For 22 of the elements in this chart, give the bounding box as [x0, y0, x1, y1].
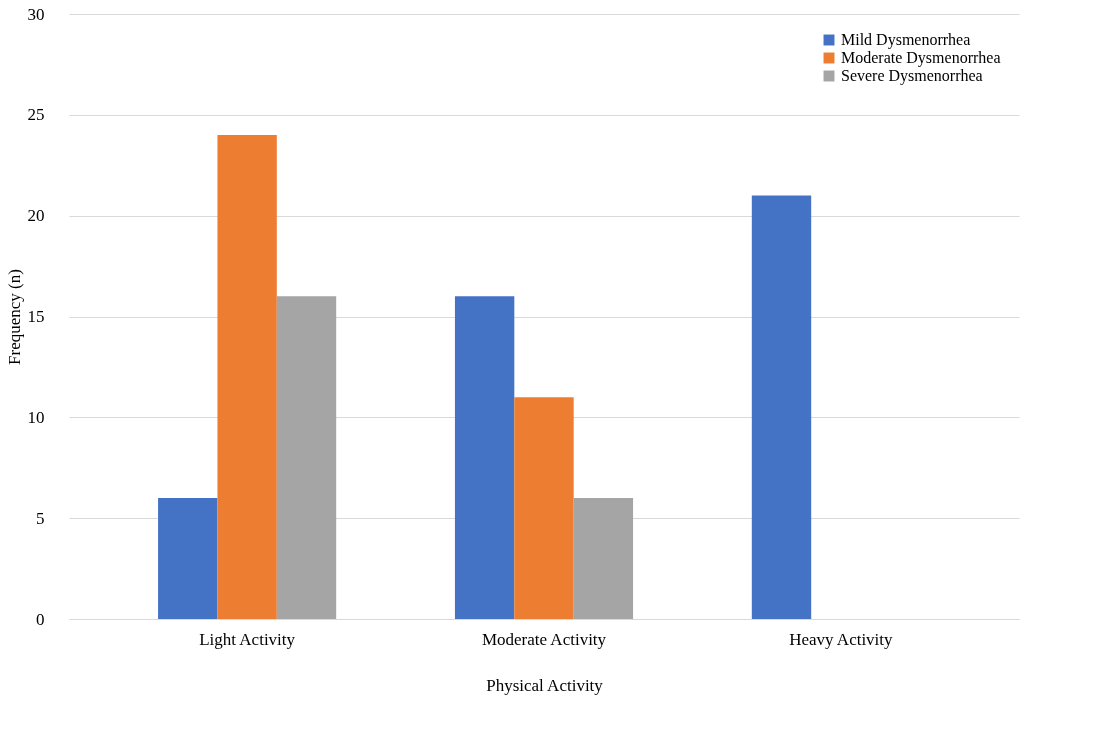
y-tick-label: 0 — [36, 609, 45, 629]
x-tick-label: Heavy Activity — [789, 629, 894, 649]
x-axis-title: Physical Activity — [486, 675, 604, 695]
bar — [514, 397, 574, 619]
x-tick-label: Moderate Activity — [481, 629, 607, 649]
y-tick-label: 30 — [27, 4, 45, 24]
legend-label: Severe Dysmenorrhea — [841, 67, 983, 85]
x-tick-label: Light Activity — [199, 629, 296, 649]
bar — [573, 498, 634, 619]
bar — [454, 296, 515, 619]
y-tick-label: 20 — [27, 206, 45, 226]
bar — [158, 498, 218, 619]
y-tick-label: 25 — [27, 105, 45, 125]
bar — [276, 296, 337, 619]
y-tick-label: 15 — [27, 307, 45, 326]
y-axis-title: Frequency (n) — [4, 269, 24, 365]
legend-label: Moderate Dysmenorrhea — [841, 49, 1001, 67]
y-tick-label: 10 — [27, 407, 45, 427]
bar — [751, 195, 812, 619]
y-tick-label: 5 — [36, 508, 45, 528]
bar — [217, 135, 277, 619]
legend-label: Mild Dysmenorrhea — [841, 31, 971, 49]
